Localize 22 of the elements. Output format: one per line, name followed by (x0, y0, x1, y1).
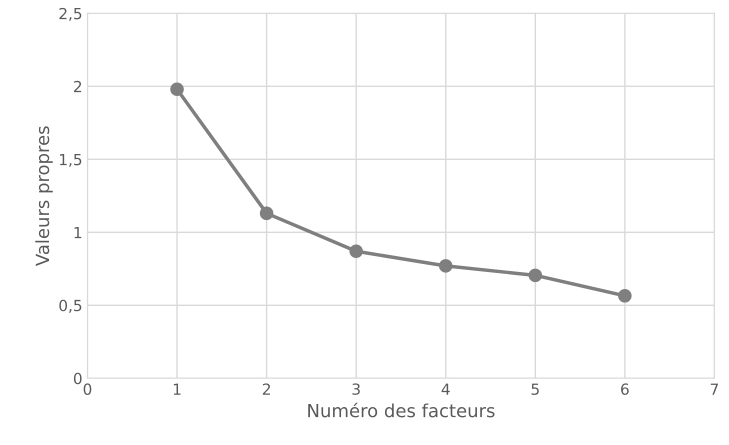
point (528, 268, 542, 282)
point (618, 289, 632, 303)
x-axis-title: Numéro des facteurs (308, 402, 495, 418)
y-tick-label: 2,5 (59, 8, 82, 21)
x-tick-label: 2 (262, 383, 270, 395)
x-tick-label: 0 (84, 383, 92, 395)
x-tick-label: 7 (710, 384, 718, 395)
point (260, 206, 274, 220)
y-tick-label: 2 (74, 80, 82, 92)
x-tick-label: 4 (442, 384, 450, 395)
point (438, 259, 452, 273)
y-tick-label: 1 (74, 226, 82, 238)
point (170, 82, 184, 96)
y-tick-label: 0 (74, 372, 82, 384)
x-tick-label: 6 (621, 383, 629, 395)
y-tick-label: 1,5 (60, 154, 82, 167)
x-tick-label: 1 (174, 384, 180, 395)
y-axis-title: Valeurs propres (35, 126, 53, 266)
point (349, 244, 363, 258)
y-tick-label: 0,5 (59, 300, 82, 313)
x-tick-label: 3 (352, 383, 360, 395)
x-tick-label: 5 (532, 384, 539, 395)
